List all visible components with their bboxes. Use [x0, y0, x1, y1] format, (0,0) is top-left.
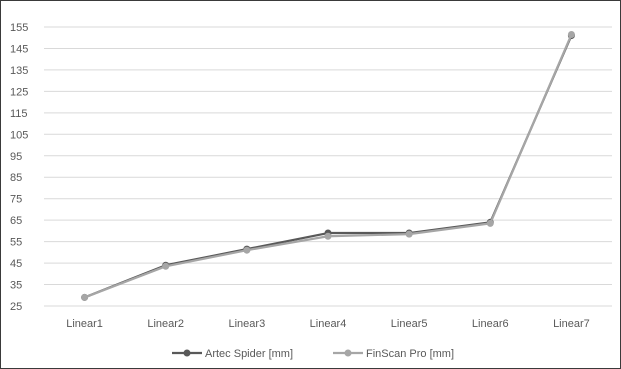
- x-tick-label: Linear5: [391, 318, 428, 330]
- data-point: [567, 31, 575, 39]
- data-point: [324, 232, 332, 240]
- x-tick-label: Linear2: [147, 318, 184, 330]
- y-tick-label: 45: [10, 258, 22, 270]
- x-tick-label: Linear3: [229, 318, 266, 330]
- series-lines: [81, 31, 575, 301]
- y-tick-label: 25: [10, 301, 22, 313]
- y-tick-label: 115: [10, 108, 28, 120]
- data-point: [405, 230, 413, 238]
- y-tick-label: 55: [10, 237, 22, 249]
- legend-label: FinScan Pro [mm]: [366, 348, 454, 360]
- y-tick-label: 95: [10, 151, 22, 163]
- data-point: [243, 246, 251, 254]
- series-line: [84, 34, 573, 299]
- x-tick-label: Linear1: [66, 318, 103, 330]
- y-tick-label: 105: [10, 129, 28, 141]
- x-tick-label: Linear6: [472, 318, 509, 330]
- data-point: [81, 293, 89, 301]
- legend-label: Artec Spider [mm]: [205, 348, 293, 360]
- y-axis-ticks: 25 35 45 55 65 75 85 95 105 115 125 135 145 155: [10, 22, 28, 313]
- x-tick-label: Linear4: [310, 318, 347, 330]
- series-line: [84, 35, 573, 299]
- y-tick-label: 65: [10, 215, 22, 227]
- y-tick-label: 125: [10, 86, 28, 98]
- legend-marker: [344, 349, 352, 357]
- y-tick-label: 135: [10, 65, 28, 77]
- y-tick-label: 85: [10, 172, 22, 184]
- series-1: [81, 32, 575, 301]
- x-tick-label: Linear7: [553, 318, 590, 330]
- data-point: [486, 219, 494, 227]
- x-axis-ticks: Linear1 Linear2 Linear3 Linear4 Linear5 Linea…: [66, 318, 590, 330]
- y-tick-label: 75: [10, 194, 22, 206]
- y-tick-label: 145: [10, 43, 28, 55]
- data-point: [162, 262, 170, 270]
- series-2: [81, 31, 575, 301]
- legend-marker: [183, 349, 191, 357]
- gridlines: [44, 26, 612, 307]
- y-tick-label: 35: [10, 280, 22, 292]
- y-tick-label: 155: [10, 22, 28, 34]
- legend: Artec Spider [mm] FinScan Pro [mm]: [172, 348, 454, 360]
